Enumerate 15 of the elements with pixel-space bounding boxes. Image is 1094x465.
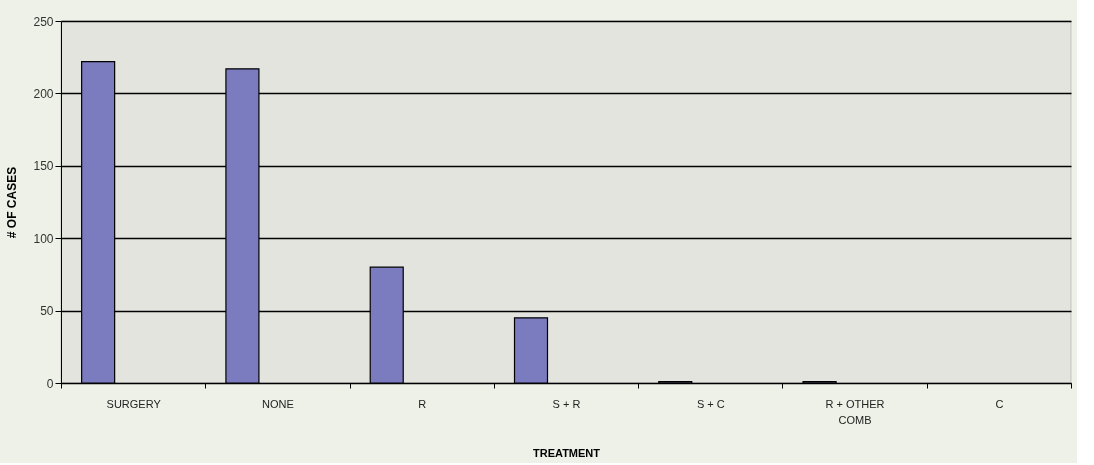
y-tick-label: 250 [33,14,54,29]
x-tick-label: S + C [696,397,725,410]
y-tick-label: 200 [33,86,54,101]
y-tick-label: 150 [33,159,54,174]
x-tick-label: R + OTHER COMB [825,397,885,426]
y-tick-label: 100 [33,231,54,246]
y-tick-label: 0 [46,376,54,391]
x-axis-title: TREATMENT [532,446,601,459]
x-tick-label: S + R [552,397,581,410]
x-tick-label: R [418,397,427,410]
x-tick-label: C [995,397,1004,410]
y-tick-label: 50 [40,304,54,319]
x-tick-label: NONE [262,397,294,410]
x-tick-label: SURGERY [106,397,162,410]
y-axis-title: # OF CASES [5,166,20,239]
